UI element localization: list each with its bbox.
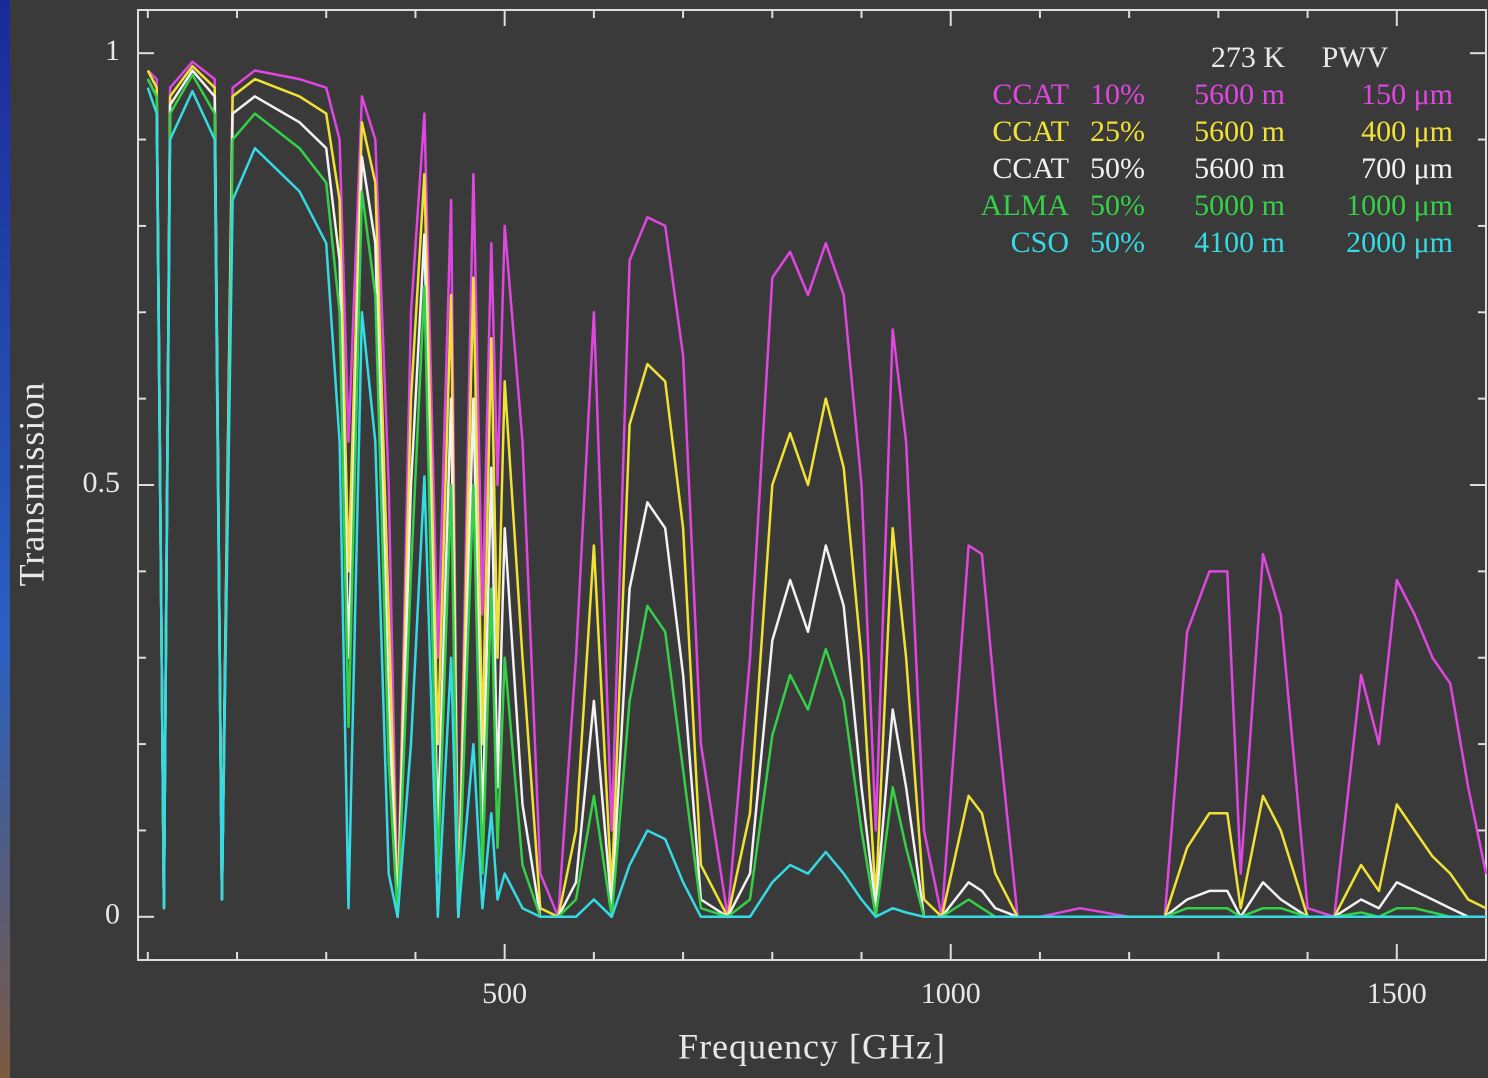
y-axis-label: Transmission xyxy=(11,382,51,587)
y-tick-label: 0.5 xyxy=(83,466,121,499)
legend-header: 273 K xyxy=(1211,41,1286,74)
legend-name: CCAT xyxy=(992,115,1069,148)
x-axis-label: Frequency [GHz] xyxy=(678,1026,946,1066)
legend-altitude: 5600 m xyxy=(1194,115,1285,148)
x-tick-label: 1000 xyxy=(921,977,981,1010)
legend-pwv: 150 μm xyxy=(1361,78,1453,111)
legend-name: CSO xyxy=(1011,226,1069,259)
legend-percentile: 25% xyxy=(1090,115,1145,148)
legend-percentile: 10% xyxy=(1090,78,1145,111)
legend-percentile: 50% xyxy=(1090,226,1145,259)
legend-header: PWV xyxy=(1322,41,1389,74)
legend-name: ALMA xyxy=(981,189,1070,222)
series-line xyxy=(146,87,1486,919)
x-tick-label: 500 xyxy=(482,977,527,1010)
y-tick-label: 0 xyxy=(105,898,120,931)
legend-name: CCAT xyxy=(992,78,1069,111)
y-tick-label: 1 xyxy=(105,34,120,67)
legend-altitude: 5600 m xyxy=(1194,78,1285,111)
legend-altitude: 5000 m xyxy=(1194,189,1285,222)
legend-percentile: 50% xyxy=(1090,189,1145,222)
series-line xyxy=(146,69,1486,919)
legend-pwv: 400 μm xyxy=(1361,115,1453,148)
legend-percentile: 50% xyxy=(1090,152,1145,185)
legend-pwv: 700 μm xyxy=(1361,152,1453,185)
slide-strip xyxy=(0,0,10,1078)
series-line xyxy=(146,64,1487,919)
legend-pwv: 2000 μm xyxy=(1346,226,1453,259)
legend-pwv: 1000 μm xyxy=(1346,189,1453,222)
x-tick-label: 1500 xyxy=(1367,977,1427,1010)
legend-name: CCAT xyxy=(992,152,1069,185)
series-line xyxy=(146,73,1486,919)
legend-altitude: 4100 m xyxy=(1194,226,1285,259)
legend-altitude: 5600 m xyxy=(1194,152,1285,185)
series-line xyxy=(146,60,1488,919)
